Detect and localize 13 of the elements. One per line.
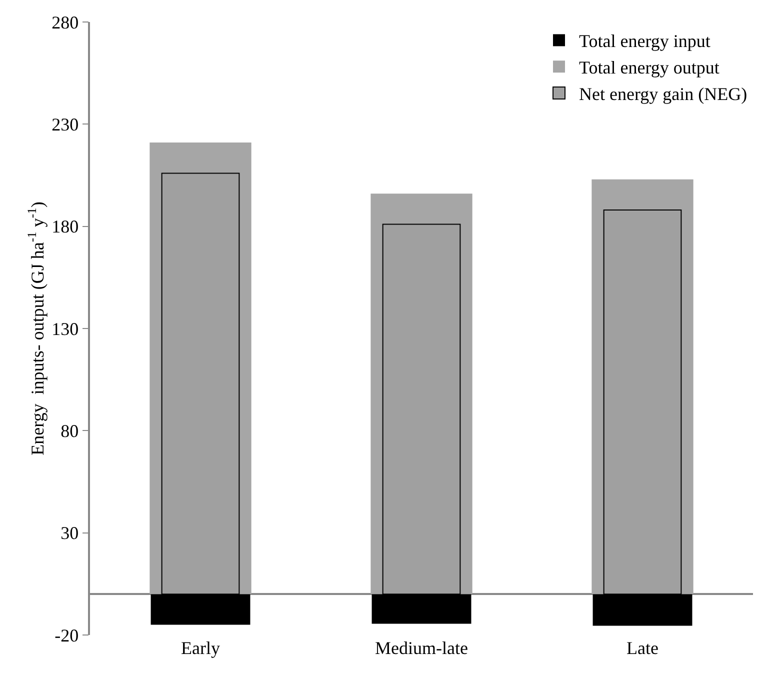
y-tick-label: 130 xyxy=(52,318,79,339)
y-tick-label: -20 xyxy=(54,625,79,646)
y-tick-label: 230 xyxy=(52,114,79,134)
y-tick-label: 280 xyxy=(52,12,79,32)
y-tick-label: 80 xyxy=(60,420,79,441)
x-tick-label: Late xyxy=(626,638,658,658)
y-tick-label: 180 xyxy=(52,216,79,237)
x-tick-label: Medium-late xyxy=(375,638,468,658)
x-tick-label: Early xyxy=(181,638,220,658)
legend-label: Net energy gain (NEG) xyxy=(579,84,748,104)
legend-label: Total energy output xyxy=(579,58,720,78)
legend-label: Total energy input xyxy=(579,31,710,52)
y-tick-label: 30 xyxy=(60,523,79,544)
